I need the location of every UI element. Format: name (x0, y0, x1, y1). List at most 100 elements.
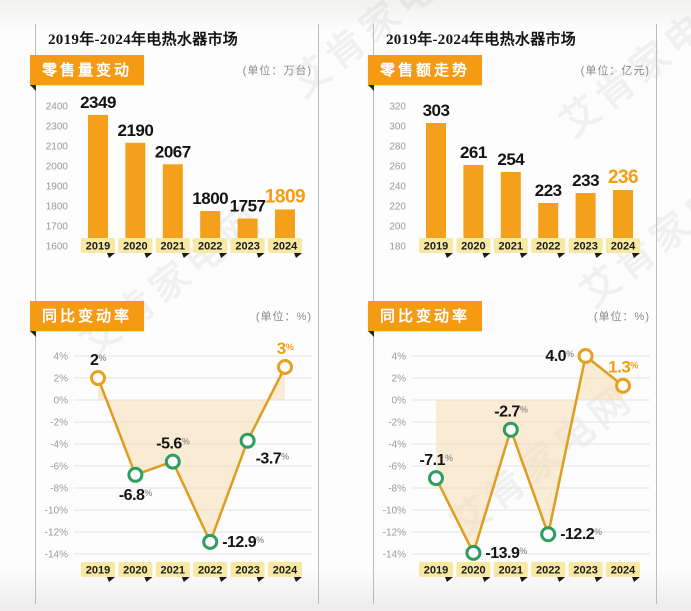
svg-text:2020: 2020 (123, 565, 147, 577)
svg-text:2023: 2023 (235, 565, 259, 577)
year-tag: 2021 (493, 562, 528, 582)
year-tag: 2020 (118, 238, 153, 258)
y-tick: -10% (45, 506, 68, 517)
y-tick: 220 (389, 202, 406, 213)
y-tick: -2% (50, 418, 68, 429)
section-header-volume-yoy: 同比变动率 (单位：%) (30, 301, 318, 337)
value-label: 261 (460, 143, 487, 162)
value-label: -12.9% (222, 534, 264, 551)
value-label: 1800 (192, 189, 228, 208)
svg-text:2020: 2020 (123, 241, 147, 253)
value-label: 1809 (265, 186, 305, 207)
svg-text:2022: 2022 (198, 241, 222, 253)
svg-text:2019: 2019 (424, 241, 448, 253)
value-label: 1757 (230, 197, 266, 216)
year-tag: 2021 (155, 562, 190, 582)
year-tag: 2021 (493, 238, 528, 258)
value-yoy-line-chart: 4% 2% 0% -2% -4% -6% -8% -10% -12% -14% -7.1% -13.9… (383, 348, 650, 582)
y-tick: 1900 (46, 182, 69, 193)
section-badge-value: 零售额走势 (368, 55, 483, 91)
value-label: 2067 (155, 142, 191, 161)
column-retail-value: 2019年-2024年电热水器市场 零售额走势 (单位：亿元) 320 300 28… (368, 24, 657, 604)
y-tick: 1700 (46, 222, 69, 233)
svg-text:2021: 2021 (499, 241, 523, 253)
value-label: -13.9% (485, 545, 527, 562)
y-tick: 2400 (46, 102, 69, 113)
value-label: 233 (572, 171, 599, 190)
y-tick: 0% (392, 396, 407, 407)
y-tick: 4% (392, 352, 407, 363)
svg-text:2020: 2020 (461, 241, 485, 253)
year-tag: 2019 (81, 562, 115, 582)
year-tag: 2024 (268, 562, 302, 582)
year-tag: 2019 (81, 238, 115, 258)
y-tick: 2000 (46, 162, 69, 173)
y-tick: 4% (54, 352, 69, 363)
svg-text:2024: 2024 (611, 241, 636, 253)
unit-label-value-yoy: (单位：%) (593, 311, 650, 323)
value-label: -7.1% (419, 452, 453, 469)
column-title: 2019年-2024年电热水器市场 (48, 32, 239, 48)
year-tag: 2020 (456, 562, 491, 582)
year-tag: 2024 (606, 562, 640, 582)
svg-text:2022: 2022 (536, 241, 560, 253)
bar (275, 209, 295, 246)
svg-text:2021: 2021 (499, 565, 523, 577)
y-tick: -4% (50, 440, 68, 451)
column-title: 2019年-2024年电热水器市场 (386, 32, 577, 48)
data-point (615, 377, 631, 394)
data-point (577, 348, 594, 364)
year-tag: 2024 (268, 238, 302, 258)
value-label: -3.7% (256, 451, 290, 468)
data-point (90, 370, 106, 386)
year-tag: 2022 (193, 238, 228, 258)
retail-value-bar-chart: 320 300 280 260 240 220 200 180 303 261 254 223 233 2… (389, 101, 640, 258)
y-tick: -8% (388, 484, 406, 495)
bar (125, 142, 146, 246)
year-tag: 2020 (118, 562, 153, 582)
y-tick: 2% (54, 374, 69, 385)
svg-text:2024: 2024 (611, 565, 636, 577)
section-header-value: 零售额走势 (单位：亿元) (368, 55, 656, 91)
value-label: -2.7% (494, 404, 528, 421)
y-tick: -14% (383, 550, 406, 561)
data-point (164, 453, 181, 470)
value-label: -12.2% (560, 526, 602, 543)
area-fill (436, 356, 623, 553)
value-label: 236 (608, 167, 638, 188)
data-point (202, 533, 219, 550)
value-label: 254 (497, 150, 525, 169)
year-tag: 2022 (193, 562, 228, 582)
year-tag: 2021 (155, 238, 190, 258)
bar (500, 172, 521, 246)
unit-label-volume-yoy: (单位：%) (255, 311, 312, 323)
data-point (239, 432, 256, 449)
y-tick: -14% (45, 550, 68, 561)
data-point (540, 526, 557, 543)
svg-text:2021: 2021 (161, 241, 185, 253)
year-tag: 2023 (568, 562, 603, 582)
svg-text:2022: 2022 (198, 565, 222, 577)
value-label: 4.0% (545, 348, 574, 365)
y-tick: 2300 (46, 122, 69, 133)
y-tick: -4% (388, 440, 406, 451)
svg-text:2022: 2022 (536, 565, 560, 577)
year-tag: 2024 (606, 238, 640, 258)
section-header-value-yoy: 同比变动率 (单位：%) (368, 301, 656, 337)
svg-text:2021: 2021 (161, 565, 185, 577)
value-label: 2% (90, 352, 106, 369)
value-label: -6.8% (119, 487, 153, 504)
bar (463, 165, 484, 246)
section-header-volume: 零售量变动 (单位：万台) (30, 55, 318, 91)
svg-text:2023: 2023 (573, 241, 597, 253)
section-badge-value-yoy: 同比变动率 (368, 301, 483, 337)
y-tick: 1800 (46, 202, 69, 213)
svg-text:2019: 2019 (424, 565, 448, 577)
value-label: 303 (423, 101, 450, 120)
data-point (277, 359, 293, 375)
y-tick: 280 (389, 142, 406, 153)
y-tick: 240 (389, 182, 406, 193)
y-tick: -6% (50, 462, 68, 473)
bar (88, 114, 108, 246)
value-label: 1.3% (608, 358, 638, 377)
